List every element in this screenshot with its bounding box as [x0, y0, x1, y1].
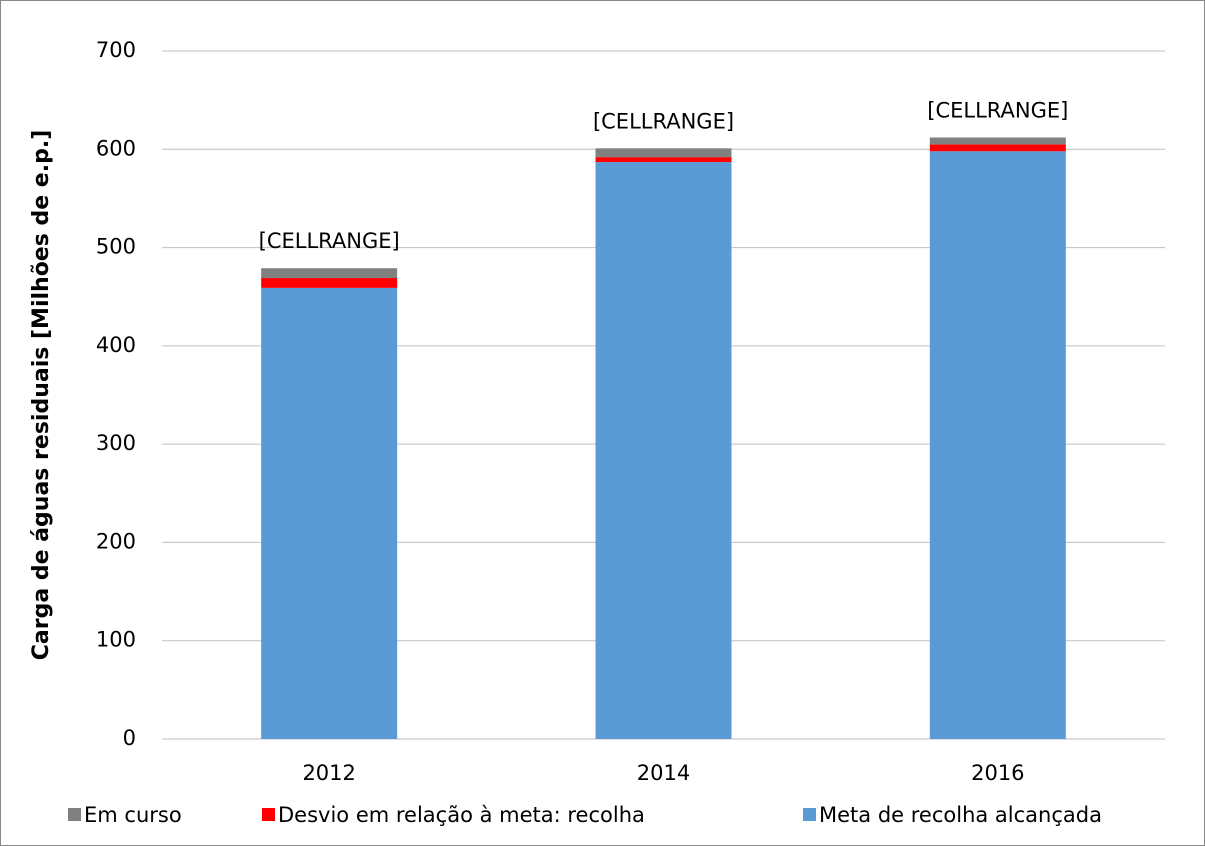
- y-tick-label: 300: [96, 431, 136, 455]
- y-tick-label: 700: [96, 38, 136, 62]
- y-tick-label: 500: [96, 235, 136, 259]
- y-axis-label: Carga de águas residuais [Milhões de e.p…: [29, 130, 54, 660]
- data-label: [CELLRANGE]: [927, 98, 1068, 122]
- y-tick-label: 100: [96, 628, 136, 652]
- legend-swatch: [68, 808, 81, 821]
- x-tick-label: 2012: [302, 761, 355, 785]
- y-tick-label: 600: [96, 136, 136, 160]
- bar-segment: [595, 162, 732, 739]
- legend-label: Em curso: [84, 803, 182, 827]
- bar-segment: [595, 148, 732, 158]
- bar-segment: [261, 287, 398, 739]
- y-tick-label: 200: [96, 529, 136, 553]
- bar-segment: [929, 137, 1066, 145]
- legend-label: Meta de recolha alcançada: [819, 803, 1102, 827]
- legend-swatch: [803, 808, 816, 821]
- bar-segment: [261, 268, 398, 279]
- x-tick-label: 2014: [637, 761, 690, 785]
- legend-label: Desvio em relação à meta: recolha: [278, 803, 645, 827]
- bar-segment: [929, 151, 1066, 739]
- legend-swatch: [262, 808, 275, 821]
- y-tick-label: 400: [96, 333, 136, 357]
- data-label: [CELLRANGE]: [259, 229, 400, 253]
- bar-segment: [595, 157, 732, 163]
- data-label: [CELLRANGE]: [593, 109, 734, 133]
- bar-segment: [929, 144, 1066, 152]
- x-tick-label: 2016: [971, 761, 1024, 785]
- y-tick-label: 0: [123, 726, 136, 750]
- bar-segment: [261, 278, 398, 288]
